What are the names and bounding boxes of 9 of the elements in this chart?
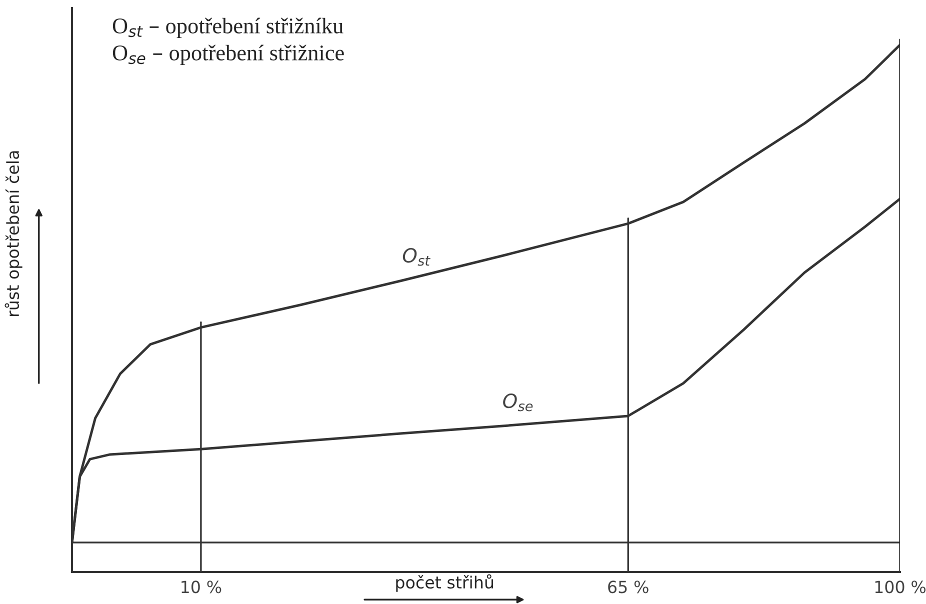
x-tick-label: 100 % xyxy=(875,580,926,594)
x-axis-title: počet střihů xyxy=(396,574,494,592)
series-label: O$_{se}$ xyxy=(503,393,533,412)
text: O$_{st}$ – opotřebení střižníku xyxy=(112,18,344,38)
y-axis-title: růst opotřebení čela xyxy=(4,151,22,316)
x-tick-label: 10 % xyxy=(182,580,222,594)
x-tick-label: 65 % xyxy=(608,580,648,594)
series-label: O$_{st}$ xyxy=(402,248,430,266)
annotation: O$_{se}$ – opotřebení střižnice xyxy=(112,44,344,65)
